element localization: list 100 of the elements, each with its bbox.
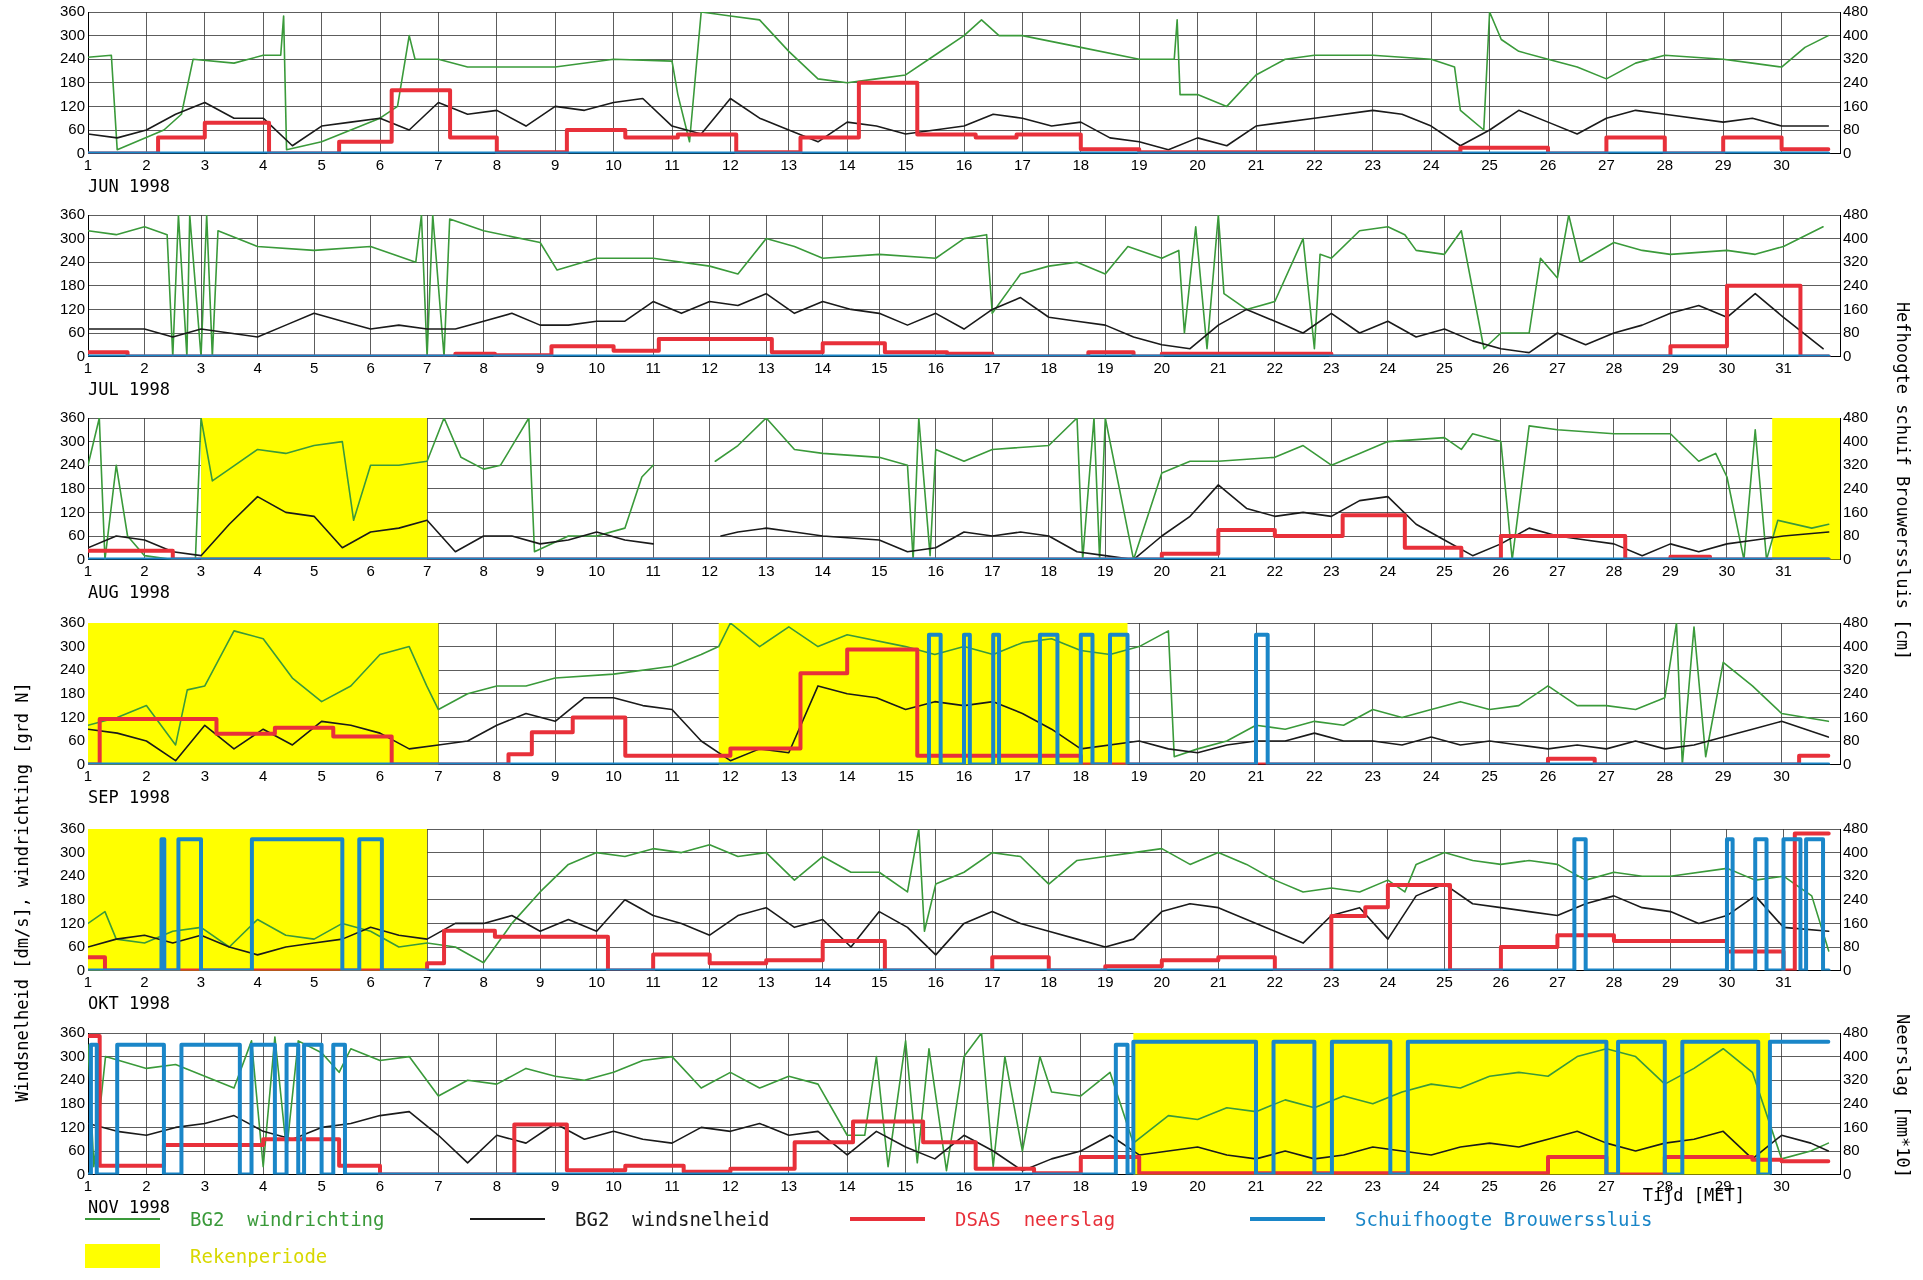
x-tick-label: 16 [927,358,945,376]
legend-label: BG2 windrichting [190,1208,385,1230]
y-tick-label: 120 [59,707,85,725]
x-axis-title: OKT 1998 [88,993,170,1014]
y-tick-label: 60 [68,120,85,138]
x-tick-label: 24 [1379,972,1397,990]
x-tick-label: 1 [83,358,93,376]
y-tick-label: 0 [76,960,85,978]
x-tick-label: 30 [1773,766,1790,784]
y2-tick-label: 480 [1843,408,1869,426]
x-tick-label: 20 [1153,358,1171,376]
x-tick-label: 3 [196,972,206,990]
x-tick-label: 3 [196,561,206,579]
x-tick-label: 5 [317,766,326,784]
y2-axis-title: Neerslag [mm*10] [1893,1014,1913,1178]
x-tick-label: 24 [1422,155,1440,173]
x-tick-label: 15 [870,972,888,990]
x-tick-label: 14 [838,766,856,784]
x-axis-title: JUN 1998 [88,176,170,197]
x-tick-label: 20 [1153,972,1171,990]
y2-tick-label: 480 [1843,2,1869,20]
x-tick-label: 11 [664,155,680,173]
y-tick-label: 180 [59,889,85,907]
x-tick-label: 10 [605,1176,622,1194]
y2-tick-label: 240 [1843,478,1869,496]
y-tick-label: 60 [68,526,85,544]
y-tick-label: 360 [59,2,85,20]
y2-tick-label: 320 [1843,252,1869,270]
x-tick-label: 2 [142,1176,151,1194]
x-tick-label: 26 [1492,358,1510,376]
x-tick-label: 14 [814,972,832,990]
x-tick-label: 12 [701,358,719,376]
x-tick-label: 23 [1323,358,1340,376]
x-tick-label: 28 [1656,766,1674,784]
y2-axis-title: Hefhoogte schuif Brouwerssluis [cm] [1893,301,1913,661]
y-tick-label: 240 [59,866,85,884]
x-tick-label: 14 [838,155,856,173]
y-tick-label: 360 [59,613,85,631]
y-tick-label: 120 [59,1117,85,1135]
y-tick-label: 300 [59,842,85,860]
x-tick-label: 10 [588,972,605,990]
x-tick-label: 19 [1130,155,1148,173]
y2-tick-label: 480 [1843,819,1869,837]
x-tick-label: 16 [955,1176,973,1194]
y2-tick-label: 160 [1843,1117,1869,1135]
x-tick-label: 13 [780,766,798,784]
x-tick-label: 15 [870,561,888,579]
y2-tick-label: 240 [1843,1093,1869,1111]
y-tick-label: 180 [59,72,85,90]
x-tick-label: 11 [645,358,661,376]
x-tick-label: 1 [83,155,93,173]
y-tick-label: 60 [68,731,85,749]
y-tick-label: 120 [59,913,85,931]
x-tick-label: 1 [83,1176,93,1194]
x-tick-label: 20 [1153,561,1171,579]
x-tick-label: 2 [140,972,149,990]
x-tick-label: 8 [492,1176,501,1194]
x-tick-label: 30 [1718,561,1736,579]
x-tick-label: 27 [1598,155,1615,173]
x-axis-title: AUG 1998 [88,582,170,603]
x-tick-label: 25 [1481,1176,1498,1194]
y2-tick-label: 400 [1843,1046,1869,1064]
x-tick-label: 22 [1306,155,1323,173]
y-tick-label: 0 [76,549,85,567]
x-tick-label: 2 [140,358,149,376]
x-tick-label: 17 [1014,766,1031,784]
x-axis-title: NOV 1998 [88,1197,170,1218]
x-tick-label: 9 [535,358,545,376]
x-tick-label: 21 [1247,1176,1265,1194]
y2-tick-label: 160 [1843,707,1869,725]
x-tick-label: 9 [551,1176,560,1194]
y-tick-label: 360 [59,408,85,426]
y-tick-label: 360 [59,1023,85,1041]
x-tick-label: 3 [196,358,206,376]
x-tick-label: 23 [1364,155,1382,173]
x-tick-label: 6 [366,561,375,579]
x-tick-label: 6 [375,155,385,173]
y2-tick-label: 400 [1843,228,1869,246]
y2-tick-label: 80 [1843,323,1860,341]
x-tick-label: 19 [1130,766,1148,784]
x-tick-label: 4 [259,766,268,784]
x-tick-label: 24 [1379,561,1397,579]
x-tick-label: 21 [1209,358,1227,376]
x-tick-label: 20 [1189,1176,1206,1194]
x-tick-label: 6 [366,358,375,376]
x-tick-label: 26 [1539,766,1557,784]
x-axis-title: JUL 1998 [88,379,170,400]
x-tick-label: 17 [1014,155,1031,173]
x-tick-label: 23 [1323,561,1340,579]
y2-tick-label: 0 [1843,143,1852,161]
x-tick-label: 12 [722,766,739,784]
x-tick-label: 4 [253,561,262,579]
x-tick-label: 8 [479,358,488,376]
x-tick-label: 16 [927,972,945,990]
x-tick-label: 27 [1549,358,1566,376]
y2-tick-label: 0 [1843,346,1852,364]
y2-tick-label: 320 [1843,1070,1869,1088]
x-tick-label: 9 [535,561,545,579]
x-tick-label: 19 [1096,358,1114,376]
x-tick-label: 6 [375,766,385,784]
